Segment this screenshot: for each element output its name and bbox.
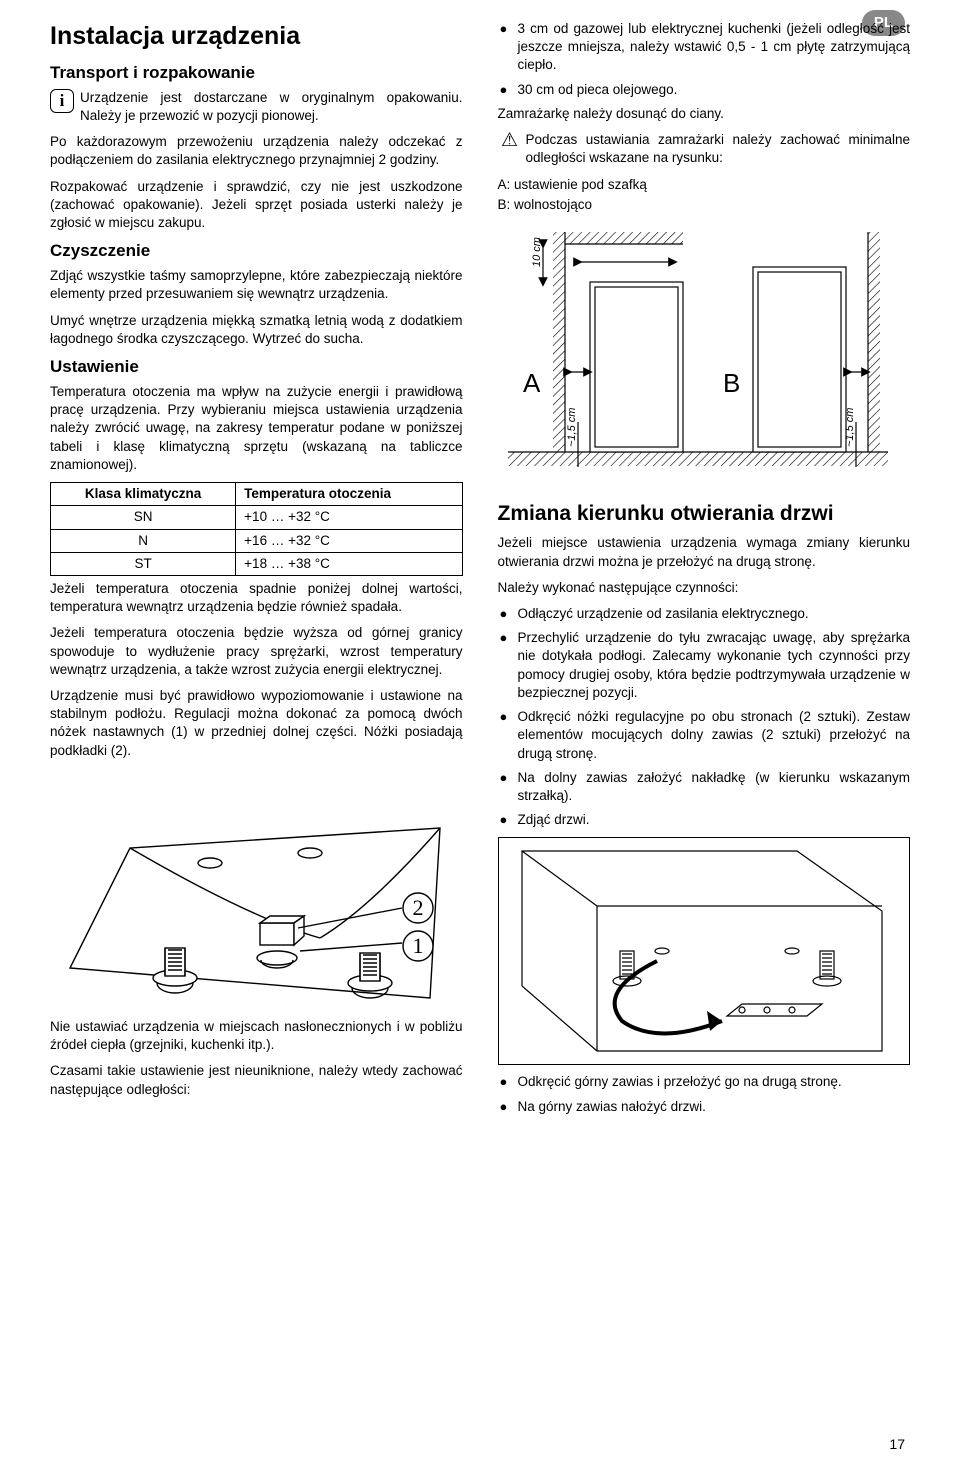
heading-position: Ustawienie [50, 356, 463, 379]
table-cell: +18 … +38 °C [236, 552, 462, 575]
diagram-label-a: A [523, 368, 541, 398]
th-class: Klasa klimatyczna [51, 483, 236, 506]
para-transport-1: iUrządzenie jest dostarczane w oryginaln… [50, 89, 463, 125]
heading-clean: Czyszczenie [50, 240, 463, 263]
bullet-list-steps: Odłączyć urządzenie od zasilania elektry… [498, 605, 911, 829]
left-column: Instalacja urządzenia Transport i rozpak… [50, 20, 463, 1122]
list-item: Odłączyć urządzenie od zasilania elektry… [498, 605, 911, 623]
dim-side-b: ~1,5 cm [844, 408, 856, 447]
para-pos-2: Jeżeli temperatura otoczenia spadnie pon… [50, 580, 463, 616]
heading-door: Zmiana kierunku otwierania drzwi [498, 500, 911, 528]
def-b: B: wolnostojąco [498, 196, 911, 214]
defs-block: A: ustawienie pod szafką B: wolnostojąco [498, 176, 911, 214]
bullet-list-steps-2: Odkręcić górny zawias i przełożyć go na … [498, 1073, 911, 1115]
para-transport-3: Rozpakować urządzenie i sprawdzić, czy n… [50, 178, 463, 233]
climate-table: Klasa klimatyczna Temperatura otoczenia … [50, 482, 463, 576]
figure-hinge [498, 837, 911, 1065]
list-item: Na górny zawias nałożyć drzwi. [498, 1098, 911, 1116]
list-item: 30 cm od pieca olejowego. [498, 81, 911, 99]
para-transport-2: Po każdorazowym przewożeniu urządzenia n… [50, 133, 463, 169]
th-temp: Temperatura otoczenia [236, 483, 462, 506]
table-cell: ST [51, 552, 236, 575]
diagram-label-b: B [723, 368, 740, 398]
warning-icon: ⚠ [498, 131, 522, 153]
figure-feet: 2 1 [50, 768, 463, 1018]
para-pos-4: Urządzenie musi być prawidłowo wypoziomo… [50, 687, 463, 760]
bullet-list-distances: 3 cm od gazowej lub elektrycznej kuchenk… [498, 20, 911, 99]
list-item: Odkręcić nóżki regulacyjne po obu strona… [498, 708, 911, 763]
right-column: 3 cm od gazowej lub elektrycznej kuchenk… [498, 20, 911, 1122]
para-caption-2: Czasami takie ustawienie jest nieuniknio… [50, 1062, 463, 1098]
table-cell: N [51, 529, 236, 552]
para-clean-1: Zdjąć wszystkie taśmy samoprzylepne, któ… [50, 267, 463, 303]
dim-top: 10 cm [531, 237, 543, 267]
callout-2: 2 [413, 895, 424, 920]
info-icon: i [50, 89, 74, 113]
callout-1: 1 [413, 933, 424, 958]
para-warn: ⚠Podczas ustawiania zamrażarki należy za… [498, 131, 911, 167]
list-item: Zdjąć drzwi. [498, 811, 911, 829]
para-pos-1: Temperatura otoczenia ma wpływ na zużyci… [50, 383, 463, 474]
para-pos-3: Jeżeli temperatura otoczenia będzie wyżs… [50, 624, 463, 679]
page-title: Instalacja urządzenia [50, 20, 463, 54]
heading-transport: Transport i rozpakowanie [50, 62, 463, 85]
list-item: Przechylić urządzenie do tyłu zwracając … [498, 629, 911, 702]
list-item: 3 cm od gazowej lub elektrycznej kuchenk… [498, 20, 911, 75]
para-door-1: Jeżeli miejsce ustawienia urządzenia wym… [498, 534, 911, 570]
list-item: Odkręcić górny zawias i przełożyć go na … [498, 1073, 911, 1091]
table-cell: SN [51, 506, 236, 529]
para-clean-2: Umyć wnętrze urządzenia miękką szmatką l… [50, 312, 463, 348]
para-door-2: Należy wykonać następujące czynności: [498, 579, 911, 597]
table-cell: +16 … +32 °C [236, 529, 462, 552]
para-caption-1: Nie ustawiać urządzenia w miejscach nasł… [50, 1018, 463, 1054]
page-number: 17 [889, 1435, 905, 1454]
list-item: Na dolny zawias założyć nakładkę (w kier… [498, 769, 911, 805]
def-a: A: ustawienie pod szafką [498, 176, 911, 194]
table-cell: +10 … +32 °C [236, 506, 462, 529]
dim-side-a: ~1,5 cm [566, 408, 578, 447]
figure-clearance: A B 10 cm ~1,5 cm ~1,5 cm [498, 222, 911, 482]
para-wall: Zamrażarkę należy dosunąć do ciany. [498, 105, 911, 123]
